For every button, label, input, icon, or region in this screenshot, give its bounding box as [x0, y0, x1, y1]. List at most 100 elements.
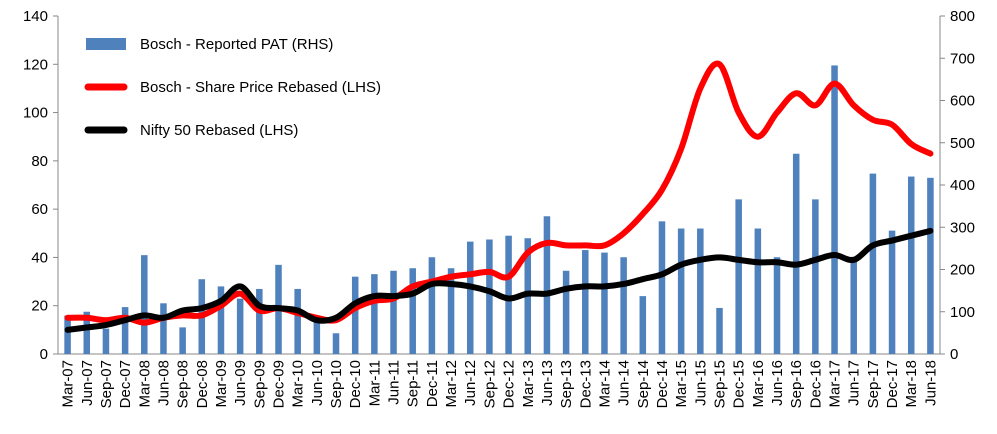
x-tick-label: Sep-16	[788, 360, 805, 408]
x-tick-label: Sep-15	[712, 360, 729, 408]
bar	[390, 270, 397, 354]
x-tick-label: Sep-11	[405, 360, 422, 407]
x-tick-label: Mar-17	[827, 360, 844, 408]
bar	[543, 216, 551, 354]
bar	[466, 241, 474, 354]
x-tick-label: Dec-07	[117, 360, 134, 408]
bar	[428, 257, 436, 354]
bar	[371, 274, 378, 354]
y2-tick-label: 100	[950, 304, 975, 321]
bar	[620, 257, 627, 354]
x-tick-label: Jun-11	[386, 360, 403, 405]
bar	[582, 250, 589, 354]
y2-tick-label: 500	[950, 135, 975, 152]
bar	[332, 333, 340, 354]
x-tick-label: Jun-17	[846, 360, 863, 406]
x-tick-label: Sep-14	[635, 360, 652, 408]
bar	[505, 235, 512, 354]
y2-tick-label: 800	[950, 8, 975, 25]
bar	[256, 288, 263, 354]
bar	[792, 153, 800, 354]
y-tick-label: 40	[31, 249, 48, 266]
x-tick-label: Jun-10	[309, 360, 326, 406]
x-tick-label: Sep-12	[481, 360, 498, 408]
x-tick-label: Sep-17	[865, 360, 882, 408]
x-tick-label: Mar-14	[596, 360, 613, 408]
bar	[658, 221, 666, 354]
x-tick-label: Dec-13	[577, 360, 594, 408]
x-tick-label: Dec-17	[884, 360, 901, 408]
x-tick-label: Sep-08	[175, 360, 192, 408]
x-tick-label: Dec-11	[424, 360, 441, 407]
bar	[735, 199, 742, 354]
legend-label: Bosch - Share Price Rebased (LHS)	[140, 79, 381, 96]
y-tick-label: 120	[23, 56, 48, 73]
x-tick-label: Mar-15	[673, 360, 690, 408]
bar	[64, 315, 71, 354]
bar	[236, 298, 244, 354]
legend-label: Nifty 50 Rebased (LHS)	[140, 122, 298, 139]
legend-label: Bosch - Reported PAT (RHS)	[140, 36, 333, 53]
bar	[869, 173, 877, 354]
bar	[754, 228, 762, 354]
x-tick-label: Sep-09	[251, 360, 268, 408]
bar	[179, 327, 186, 354]
bar	[716, 307, 723, 354]
bar	[812, 199, 819, 354]
bar	[486, 239, 493, 354]
bar	[562, 270, 570, 354]
x-tick-label: Mar-12	[443, 360, 460, 408]
x-tick-label: Jun-15	[692, 360, 709, 406]
bar	[773, 257, 781, 354]
bar	[831, 65, 838, 355]
bar	[141, 255, 148, 354]
line	[64, 60, 934, 326]
x-tick-label: Mar-18	[903, 360, 920, 408]
x-tick-label: Dec-15	[731, 360, 748, 408]
legend-swatch	[86, 38, 126, 50]
x-tick-label: Mar-09	[213, 360, 230, 408]
bar	[447, 268, 455, 354]
bar	[313, 317, 321, 354]
bar	[83, 311, 91, 354]
y-tick-label: 60	[31, 201, 48, 218]
bar	[121, 307, 129, 354]
y2-tick-label: 700	[950, 50, 975, 67]
x-tick-label: Jun-14	[616, 360, 633, 406]
y2-tick-label: 300	[950, 219, 975, 236]
bar	[217, 286, 225, 354]
bar	[850, 256, 857, 354]
x-tick-label: Mar-07	[60, 360, 77, 408]
x-tick-label: Sep-07	[98, 360, 115, 408]
x-tick-label: Sep-13	[558, 360, 575, 408]
x-tick-label: Jun-12	[462, 360, 479, 406]
bar	[927, 177, 934, 354]
x-tick-label: Jun-09	[232, 360, 249, 406]
y2-tick-label: 600	[950, 93, 975, 110]
bar	[160, 303, 167, 354]
y-tick-label: 80	[31, 153, 48, 170]
bar	[639, 296, 647, 354]
x-tick-label: Jun-18	[922, 360, 939, 406]
y-tick-label: 100	[23, 105, 48, 122]
x-tick-label: Dec-10	[347, 360, 364, 408]
bar	[409, 268, 416, 354]
y2-tick-label: 400	[950, 177, 975, 194]
x-tick-label: Sep-10	[328, 360, 345, 408]
line	[64, 227, 934, 333]
x-tick-label: Mar-08	[136, 360, 153, 408]
bar	[601, 252, 608, 354]
x-tick-label: Mar-13	[520, 360, 537, 408]
x-tick-label: Jun-13	[539, 360, 556, 406]
x-tick-label: Mar-11	[366, 360, 383, 406]
y-tick-label: 20	[31, 298, 48, 315]
y2-tick-label: 0	[950, 346, 958, 363]
x-tick-label: Dec-09	[271, 360, 288, 408]
bar	[888, 230, 896, 354]
x-tick-label: Dec-14	[654, 360, 671, 408]
x-tick-label: Jun-08	[155, 360, 172, 406]
x-tick-label: Mar-16	[750, 360, 767, 408]
x-tick-label: Dec-08	[194, 360, 211, 408]
y-tick-label: 140	[23, 8, 48, 25]
